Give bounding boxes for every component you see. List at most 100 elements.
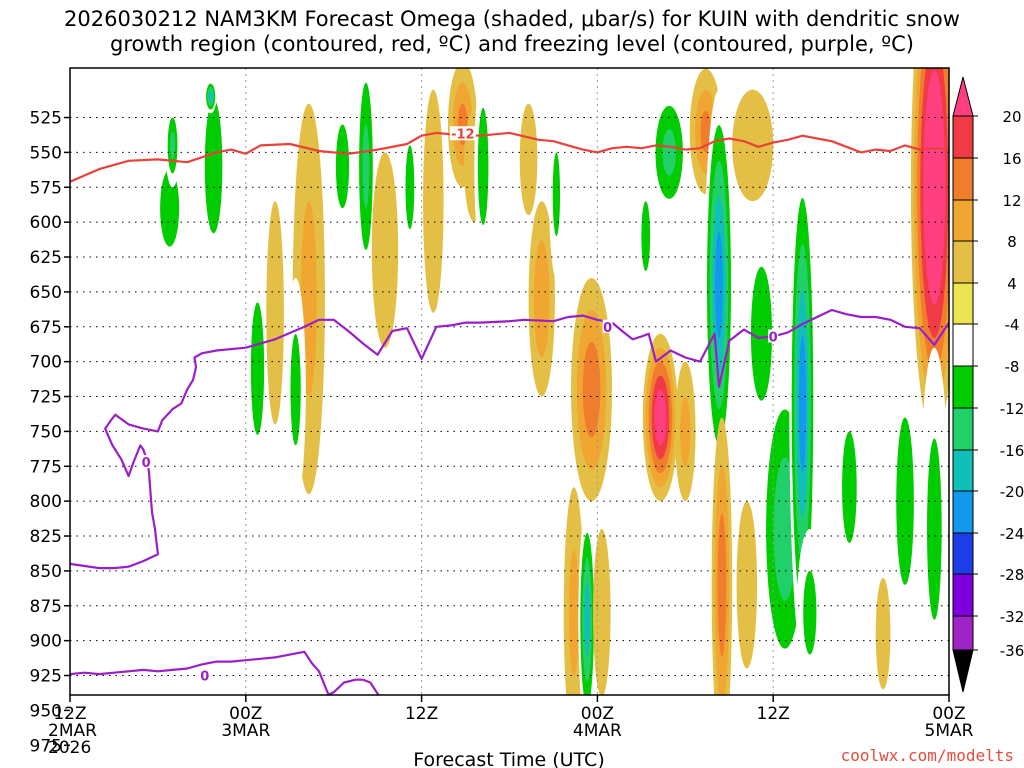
freezing-contour-label: 0 (769, 331, 778, 346)
omega-contour-level (477, 107, 489, 225)
omega-blob (875, 577, 891, 690)
omega-contour-level (250, 302, 265, 435)
omega-contour-level (204, 99, 223, 234)
omega-blob (675, 361, 696, 502)
omega-blob (887, 333, 923, 669)
omega-blob (736, 501, 758, 669)
y-tick-label: 900 (30, 632, 62, 652)
omega-contour-level (750, 266, 773, 401)
colorbar-label: -12 (1000, 400, 1024, 418)
colorbar-band (952, 573, 974, 617)
omega-contour-level (641, 201, 651, 271)
colorbar-band (952, 199, 974, 242)
x-tick-label: 4MAR (573, 721, 622, 741)
x-tick-label: 3MAR (221, 721, 270, 741)
x-tick-label: 00Z (932, 704, 965, 724)
freezing-label-bg (602, 319, 613, 333)
omega-contour-level (423, 89, 444, 313)
omega-contour-level (700, 110, 712, 153)
omega-contour-level (266, 201, 284, 425)
colorbar-band (952, 365, 974, 409)
y-tick-label: 600 (30, 213, 62, 233)
omega-contour-level (929, 137, 940, 238)
colorbar-band (952, 449, 974, 492)
colorbar-label: -16 (1000, 442, 1024, 460)
y-tick-label: 850 (30, 562, 62, 582)
dgz-contour-label: -12 (451, 127, 475, 142)
x-tick-label: 12Z (405, 704, 438, 724)
omega-blob (266, 201, 284, 425)
omega-blob (401, 103, 419, 271)
omega-contour-level (584, 582, 591, 657)
colorbar-top-triangle (952, 76, 974, 117)
omega-blob (204, 79, 217, 114)
omega-contour-level (552, 152, 561, 237)
colorbar-band (952, 323, 974, 367)
omega-blob (711, 417, 733, 695)
omega-blob (919, 347, 949, 695)
omega-contour-level (896, 417, 914, 585)
omega-blob (704, 89, 734, 481)
colorbar-label: 4 (1007, 275, 1017, 293)
colorbar-label: -20 (1000, 483, 1024, 501)
omega-blob (423, 89, 444, 313)
x-tick-label: 00Z (229, 704, 262, 724)
colorbar-band (952, 240, 974, 284)
credit-text: coolwx.com/modelts (841, 746, 1014, 765)
omega-contour-level (519, 103, 538, 216)
colorbar-bottom-triangle (952, 649, 974, 693)
omega-contour-level (798, 335, 807, 472)
omega-contour-level (593, 529, 611, 695)
dgz-contour-line (70, 131, 949, 183)
y-tick-label: 950 (30, 701, 62, 721)
omega-blob (834, 375, 865, 599)
colorbar-label: -4 (1005, 316, 1020, 334)
y-tick-label: 700 (30, 353, 62, 373)
omega-contour-level (657, 403, 664, 432)
x-tick-label: 00Z (581, 704, 614, 724)
colorbar-band (952, 407, 974, 451)
omega-blob (329, 82, 356, 251)
colorbar-band (952, 615, 974, 651)
omega-blob (743, 222, 780, 446)
y-tick-label: 800 (30, 492, 62, 512)
omega-blob (371, 152, 399, 348)
y-tick-label: 725 (30, 388, 62, 408)
y-tick-label: 675 (30, 318, 62, 338)
omega-contour-level (582, 341, 601, 438)
omega-blob (593, 529, 611, 695)
freezing-label-bg (199, 668, 210, 682)
omega-blob (519, 103, 538, 216)
y-tick-label: 975 (30, 736, 62, 756)
colorbar-band (952, 490, 974, 534)
omega-contour-level (803, 570, 817, 655)
omega-blob (285, 277, 306, 502)
omega-contour-level (208, 91, 213, 103)
freezing-contour-label: 0 (142, 456, 151, 471)
freezing-label-bg (768, 329, 779, 343)
y-tick-label: 925 (30, 667, 62, 687)
contour-lines: -12 0 0 0 0 (70, 126, 949, 695)
y-axis: 525 550 575 600 625 650 675 700 725 750 775 800 825 8… (30, 109, 70, 756)
freezing-label-bg (141, 455, 152, 469)
x-axis-label: Forecast Time (UTC) (413, 749, 604, 768)
freezing-level-contour (70, 650, 330, 695)
freezing-contour-label: 0 (603, 321, 612, 336)
omega-blob (636, 166, 655, 306)
omega-contour-level (160, 169, 180, 247)
freezing-level-contour (70, 308, 949, 570)
colorbar-label: 20 (1002, 108, 1021, 126)
freezing-level-contour (325, 678, 380, 695)
y-tick-label: 625 (30, 248, 62, 268)
omega-blob (549, 110, 564, 278)
colorbar-label: 12 (1002, 192, 1021, 210)
x-tick-label: 12Z (757, 704, 790, 724)
y-tick-label: 525 (30, 109, 62, 129)
y-tick-label: 875 (30, 597, 62, 617)
y-tick-label: 575 (30, 178, 62, 198)
chart-title-line2: growth region (contoured, red, ºC) and f… (110, 32, 914, 56)
omega-blob (244, 236, 271, 502)
colorbar-label: -24 (1000, 525, 1024, 543)
colorbar-label: 16 (1002, 150, 1021, 168)
omega-contour-level (170, 131, 175, 160)
